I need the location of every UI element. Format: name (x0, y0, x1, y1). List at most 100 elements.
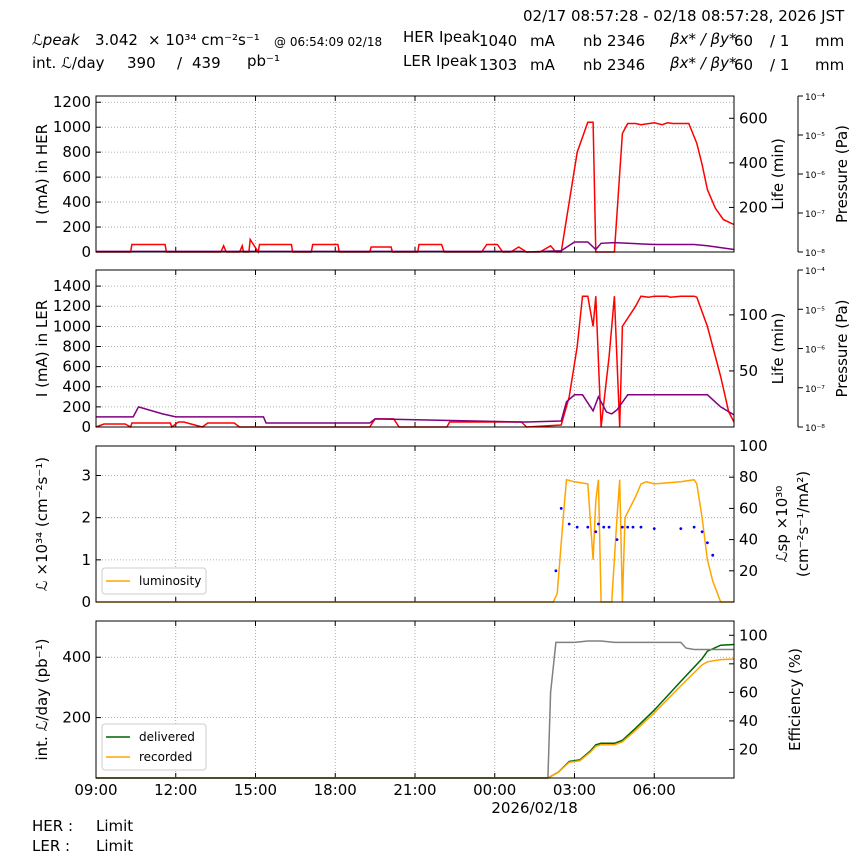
y-tick-label: 1400 (53, 277, 91, 295)
pressure-tick-label: 10⁻⁸ (805, 249, 825, 259)
specific-lumi-point (594, 530, 598, 534)
y-tick-label: 200 (62, 398, 91, 416)
x-axis-label: 2026/02/18 (491, 799, 577, 817)
y2-tick-label: 20 (739, 562, 758, 580)
y-axis-label: I (mA) in LER (33, 300, 51, 397)
specific-lumi-point (639, 525, 643, 529)
specific-lumi-point (620, 525, 624, 529)
specific-lumi-point (559, 507, 563, 510)
her-status-label: HER : (32, 817, 74, 835)
y-tick-label: 0 (81, 593, 91, 611)
pressure-tick-label: 10⁻⁶ (805, 171, 825, 181)
y2-tick-label: 80 (739, 468, 758, 486)
pressure-tick-label: 10⁻⁴ (805, 267, 825, 277)
her-beta-label: βx* / βy* (670, 30, 737, 48)
y2-axis-label: Efficiency (%) (786, 648, 804, 751)
y2-tick-label: 100 (739, 626, 768, 644)
her-status-value: Limit (96, 817, 134, 835)
x-tick-label: 21:00 (393, 781, 436, 799)
y-tick-label: 200 (62, 709, 91, 727)
lpeak-time: @ 06:54:09 02/18 (274, 35, 383, 49)
specific-lumi-point (607, 525, 611, 529)
y-tick-label: 0 (81, 418, 91, 436)
pressure-tick-label: 10⁻⁷ (805, 385, 825, 395)
y-tick-label: 0 (81, 243, 91, 261)
pressure-tick-label: 10⁻⁸ (805, 424, 825, 434)
y2-tick-label: 200 (739, 198, 768, 216)
legend-box (101, 723, 207, 771)
plot-frame (95, 445, 735, 603)
y2-tick-label: 40 (739, 712, 758, 730)
pressure-tick-label: 10⁻⁷ (805, 210, 825, 220)
y-tick-label: 3 (81, 467, 91, 485)
y2-tick-label: 50 (739, 362, 758, 380)
ler-beta-x: 60 (734, 56, 754, 74)
x-tick-label: 12:00 (154, 781, 197, 799)
int-lumi-label: int. ℒ/day (32, 54, 105, 72)
specific-lumi-point (586, 525, 590, 529)
legend-label: luminosity (139, 574, 201, 588)
y-axis-label: int. ℒ/day (pb⁻¹) (33, 639, 51, 761)
y2-tick-label: 40 (739, 531, 758, 549)
x-tick-label: 06:00 (633, 781, 676, 799)
x-tick-label: 18:00 (314, 781, 357, 799)
pressure-tick-label: 10⁻⁴ (805, 93, 825, 103)
specific-lumi-point (554, 569, 558, 573)
her-ipeak-unit: mA (530, 32, 555, 50)
plot-frame (95, 95, 735, 253)
pressure-tick-label: 10⁻⁶ (805, 346, 825, 356)
ler-status-value: Limit (96, 837, 134, 855)
her-ipeak-value: 1040 (479, 32, 518, 50)
x-tick-label: 03:00 (553, 781, 596, 799)
specific-lumi-point (711, 553, 715, 557)
ler-ipeak-unit: mA (530, 56, 555, 74)
int-lumi-delivered: 390 (127, 54, 156, 72)
ler-nb-value: 2346 (607, 56, 646, 74)
ler-status-label: LER : (32, 837, 71, 855)
x-tick-label: 09:00 (74, 781, 117, 799)
y2-tick-label: 100 (739, 437, 768, 455)
ler-beta-y: / 1 (770, 56, 790, 74)
int-lumi-unit: pb⁻¹ (247, 52, 280, 70)
y2-tick-label: 60 (739, 683, 758, 701)
ler-ipeak-label: LER Ipeak (403, 52, 478, 70)
y-tick-label: 400 (62, 193, 91, 211)
y2-tick-label: 400 (739, 154, 768, 172)
pressure-axis-label: Pressure (Pa) (833, 125, 851, 223)
x-tick-label: 00:00 (473, 781, 516, 799)
recorded-line (96, 658, 735, 779)
y2-tick-label: 80 (739, 655, 758, 673)
y-tick-label: 600 (62, 168, 91, 186)
beam-current-line (95, 295, 735, 429)
y-tick-label: 400 (62, 378, 91, 396)
y2-tick-label: 60 (739, 499, 758, 517)
ler-ipeak-value: 1303 (479, 56, 518, 74)
her-nb-label: nb (583, 32, 603, 50)
specific-lumi-point (567, 522, 571, 526)
specific-lumi-point (631, 525, 635, 529)
y-axis-label: ℒ ×10³⁴ (cm⁻²s⁻¹) (33, 457, 51, 591)
ler-beta-unit: mm (815, 56, 845, 74)
ler-nb-label: nb (583, 56, 603, 74)
specific-lumi-point (575, 525, 579, 529)
y2-axis-label: Life (min) (769, 138, 787, 210)
ler-beta-label: βx* / βy* (670, 54, 737, 72)
plot-frame (95, 620, 735, 779)
y-tick-label: 800 (62, 337, 91, 355)
pressure-tick-label: 10⁻⁵ (805, 306, 825, 316)
legend-label: recorded (139, 750, 192, 764)
time-range: 02/17 08:57:28 - 02/18 08:57:28, 2026 JS… (523, 7, 845, 25)
pressure-tick-label: 10⁻⁵ (805, 132, 825, 142)
y-tick-label: 1200 (53, 93, 91, 111)
her-beta-y: / 1 (770, 32, 790, 50)
plot-frame (95, 269, 735, 428)
specific-lumi-point (615, 538, 619, 541)
y-axis-label: I (mA) in HER (33, 124, 51, 224)
y-tick-label: 200 (62, 218, 91, 236)
her-nb-value: 2346 (607, 32, 646, 50)
y-tick-label: 1 (81, 551, 91, 569)
lpeak-value: 3.042 (95, 31, 138, 49)
y2-tick-label: 20 (739, 740, 758, 758)
int-lumi-separator: / (177, 54, 183, 72)
